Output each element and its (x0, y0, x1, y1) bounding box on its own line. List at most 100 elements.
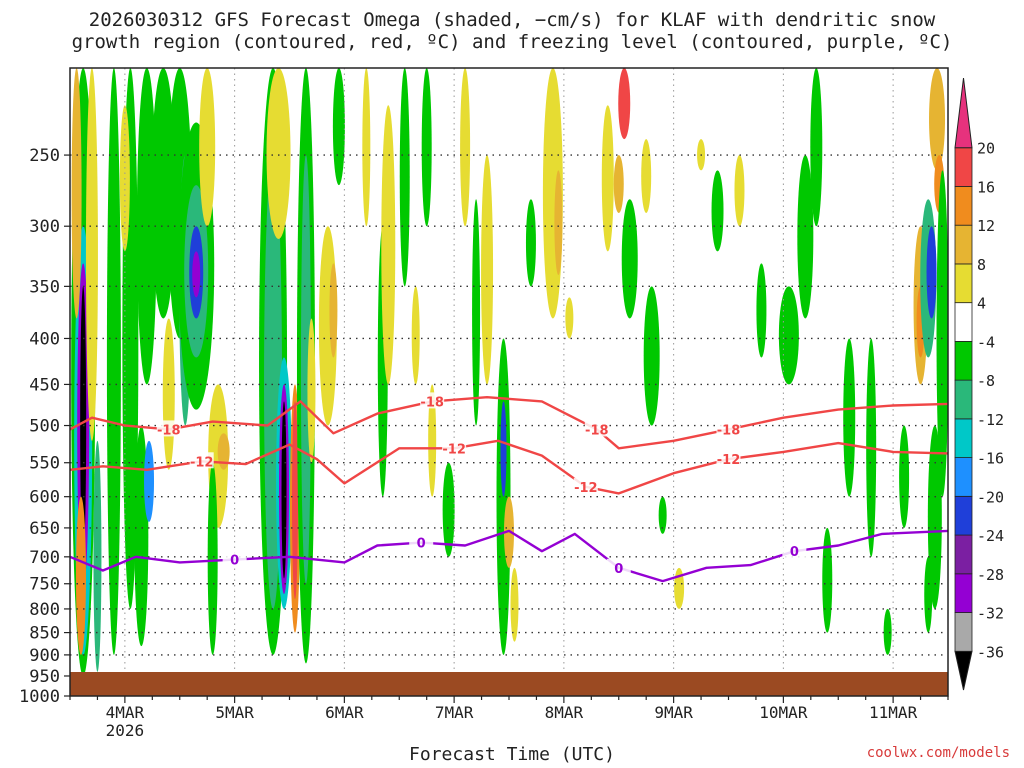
omega-cell (822, 527, 833, 633)
omega-cell (500, 401, 507, 497)
contour-label: 0 (230, 554, 239, 569)
y-tick-label: 300 (29, 217, 60, 237)
x-tick-label: 6MAR (325, 703, 364, 722)
omega-cell (926, 226, 937, 319)
contour-label-bg (222, 550, 247, 567)
colorbar-bottom-triangle (954, 650, 973, 691)
y-tick-label: 900 (29, 646, 60, 666)
omega-cell (217, 433, 230, 470)
omega-cell (613, 155, 624, 213)
x-axis-title: Forecast Time (UTC) (409, 744, 615, 765)
contour-label: 0 (417, 537, 426, 552)
y-tick-label: 350 (29, 277, 60, 297)
omega-cell (929, 68, 946, 171)
omega-cell (192, 251, 201, 298)
colorbar-top-triangle (954, 77, 973, 149)
contours: -18 -18 -18 -18 -12 -12 -12 -12 0 0 0 0 (70, 392, 948, 583)
omega-cell (496, 338, 511, 655)
colorbar-swatch (954, 612, 973, 652)
omega-cell (711, 170, 724, 252)
omega-cell (428, 384, 437, 497)
omega-cell (734, 155, 745, 227)
colorbar-swatch (954, 573, 973, 613)
omega-cell (641, 139, 652, 213)
y-tick-label: 600 (29, 488, 60, 508)
colorbar-tick-label: -28 (977, 566, 1004, 584)
grid-lines (70, 68, 948, 696)
omega-cell (924, 556, 933, 633)
chart-title-line1: 2026030312 GFS Forecast Omega (shaded, −… (88, 9, 936, 31)
x-tick-sublabel: 2026 (106, 721, 145, 740)
contour-label: -18 (585, 423, 609, 438)
colorbar-swatch (954, 495, 973, 536)
contour-label: -12 (190, 455, 214, 470)
omega-cell (136, 68, 157, 385)
colorbar-swatch (954, 224, 973, 265)
omega-cell (643, 286, 660, 426)
omega-cell (300, 155, 311, 584)
y-tick-label: 950 (29, 667, 60, 687)
colorbar-tick-label: -24 (977, 527, 1004, 545)
contour-label-bg (189, 452, 214, 469)
omega-cell (291, 401, 298, 600)
omega-cell (71, 68, 82, 319)
y-tick-label: 750 (29, 575, 60, 595)
x-tick-label: 11MAR (869, 703, 918, 722)
y-tick-label: 850 (29, 624, 60, 644)
omega-cell (756, 263, 767, 358)
site-credit[interactable]: coolwx.com/models (866, 745, 1010, 761)
omega-shading (71, 68, 948, 676)
colorbar-swatch (954, 147, 973, 187)
omega-cell (266, 68, 291, 240)
omega-cell (442, 462, 455, 557)
x-tick-label: 5MAR (215, 703, 254, 722)
omega-cell (481, 155, 494, 385)
omega-cell (307, 318, 316, 463)
y-tick-label: 650 (29, 519, 60, 539)
colorbar-tick-label: -12 (977, 411, 1004, 429)
y-tick-label: 550 (29, 454, 60, 474)
x-tick-label: 9MAR (654, 703, 693, 722)
omega-cell (332, 68, 345, 186)
y-axis: 2503003504004505005506006507007508008509… (19, 146, 70, 707)
contour-label: 0 (614, 562, 623, 577)
omega-cell (554, 170, 563, 276)
contour-label-bg (782, 542, 807, 559)
contour-label: -18 (157, 423, 181, 438)
omega-cell (75, 496, 86, 655)
omega-cell (162, 318, 175, 470)
contour-label: 0 (790, 545, 799, 560)
colorbar-swatch (954, 186, 973, 226)
colorbar-tick-label: 20 (977, 140, 995, 158)
omega-cell (460, 68, 471, 227)
contour-label: -18 (420, 395, 444, 410)
contour-label: -12 (717, 453, 741, 468)
y-tick-label: 500 (29, 417, 60, 437)
omega-cell (899, 425, 910, 528)
colorbar-swatch (954, 534, 973, 575)
omega-cell (525, 199, 536, 287)
terrain-ground (70, 672, 948, 696)
contour-label: -12 (442, 442, 466, 457)
contour-label: -12 (574, 481, 598, 496)
omega-cell (381, 105, 396, 385)
x-tick-label: 7MAR (435, 703, 474, 722)
colorbar-tick-label: 8 (977, 256, 986, 274)
colorbar-tick-label: -16 (977, 450, 1004, 468)
omega-cell (281, 401, 287, 579)
colorbar-tick-label: -8 (977, 372, 995, 390)
omega-cell (658, 496, 667, 534)
omega-cell (421, 68, 432, 227)
colorbar: -36 -32 -28 -24 -20 -16 -12 -8 -4 4 8 12 16 20 (954, 77, 1004, 691)
omega-cell (329, 263, 338, 358)
omega-cell (778, 286, 799, 385)
colorbar-swatch (954, 263, 973, 304)
colorbar-tick-label: -20 (977, 488, 1004, 506)
omega-cell (106, 68, 121, 655)
colorbar-swatch (954, 379, 973, 420)
colorbar-swatch (954, 418, 973, 458)
contour-label-bg (573, 477, 598, 494)
omega-cell (927, 425, 942, 609)
